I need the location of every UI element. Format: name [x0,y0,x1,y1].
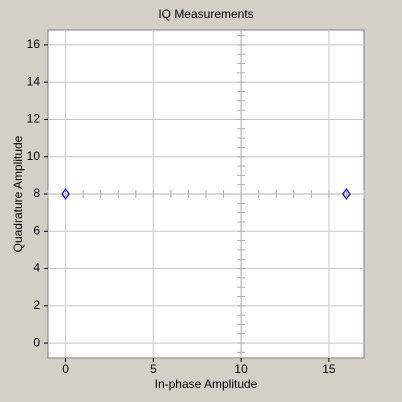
y-axis-label: Quadrature Amplitude [11,135,25,252]
y-tick-label: 16 [27,37,41,51]
chart-title: IQ Measurements [158,7,253,21]
x-tick-label: 0 [62,362,69,376]
x-tick-label: 5 [150,362,157,376]
y-tick-label: 12 [27,112,41,126]
y-tick-label: 8 [33,186,40,200]
x-axis-label: In-phase Amplitude [155,377,258,391]
point [61,187,70,201]
y-tick-label: 2 [33,298,40,312]
y-tick-label: 6 [33,223,40,237]
x-tick-label: 10 [234,362,248,376]
y-tick-label: 10 [27,149,41,163]
y-tick-label: 14 [27,74,41,88]
point [342,187,351,201]
y-tick-label: 4 [33,261,40,275]
y-tick-label: 0 [33,335,40,349]
x-tick-label: 15 [322,362,336,376]
